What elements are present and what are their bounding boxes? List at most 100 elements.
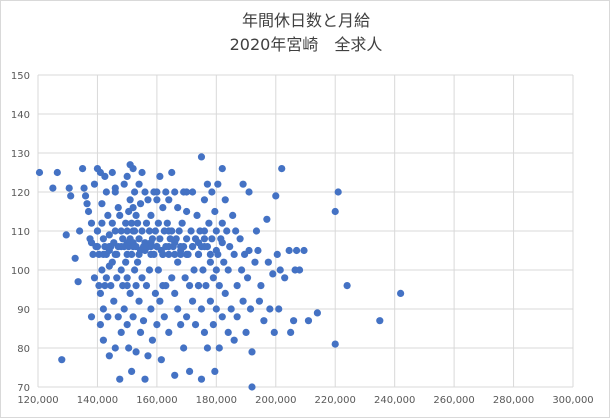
data-point — [246, 305, 255, 313]
data-point — [211, 207, 219, 216]
data-point — [194, 250, 203, 258]
data-point — [130, 266, 139, 274]
data-point — [331, 207, 339, 216]
data-point — [215, 344, 223, 352]
data-point — [233, 313, 241, 321]
data-point — [138, 274, 146, 282]
data-point — [135, 297, 143, 305]
data-point — [135, 180, 143, 188]
data-point — [223, 227, 231, 235]
data-point — [78, 165, 87, 173]
data-point — [123, 239, 131, 247]
data-point — [153, 243, 161, 251]
data-point — [123, 250, 131, 258]
data-point — [190, 266, 198, 274]
data-point — [62, 231, 70, 239]
data-point — [212, 305, 220, 313]
data-point — [203, 344, 212, 352]
data-point — [101, 172, 109, 180]
data-point — [107, 282, 115, 290]
data-point — [165, 243, 173, 251]
data-point — [108, 219, 116, 227]
data-point — [125, 344, 133, 352]
data-point — [239, 180, 247, 188]
data-point — [183, 250, 191, 258]
data-point — [136, 328, 145, 336]
data-point — [200, 196, 209, 204]
data-point — [122, 258, 130, 266]
data-point — [300, 246, 308, 255]
data-point — [156, 235, 164, 243]
data-point — [239, 297, 247, 305]
data-point — [104, 211, 112, 219]
data-point — [111, 250, 119, 258]
data-point — [105, 246, 113, 255]
data-point — [99, 336, 107, 344]
data-point — [242, 328, 250, 336]
data-point — [206, 297, 214, 305]
data-point — [174, 204, 182, 212]
data-point — [159, 204, 167, 212]
data-point — [108, 258, 116, 266]
data-point — [120, 305, 128, 313]
data-point — [171, 239, 179, 247]
data-point — [113, 274, 121, 282]
data-point — [165, 227, 173, 235]
data-point — [153, 196, 161, 204]
data-point — [183, 235, 191, 243]
data-point — [248, 383, 256, 391]
data-point — [49, 184, 57, 192]
data-point — [156, 172, 164, 180]
x-tick-label: 120,000 — [17, 395, 58, 406]
data-point — [180, 344, 188, 352]
x-tick-label: 200,000 — [255, 395, 296, 406]
data-point — [138, 168, 146, 177]
data-point — [218, 165, 226, 173]
data-point — [93, 227, 102, 235]
data-point — [144, 196, 152, 204]
data-point — [188, 188, 197, 196]
data-point — [215, 282, 223, 290]
data-point — [145, 266, 154, 274]
data-point — [188, 297, 197, 305]
y-tick-label: 150 — [11, 71, 30, 82]
data-point — [185, 367, 194, 375]
data-point — [147, 305, 155, 313]
x-tick-label: 220,000 — [315, 395, 356, 406]
data-point — [151, 227, 160, 235]
data-point — [264, 258, 272, 266]
data-point — [135, 250, 143, 258]
data-point — [181, 274, 189, 282]
data-point — [183, 207, 191, 216]
data-point — [35, 168, 44, 177]
data-point — [147, 239, 155, 247]
data-point — [224, 266, 232, 274]
data-point — [263, 215, 271, 223]
data-point — [154, 219, 162, 227]
data-point — [130, 188, 139, 196]
data-point — [108, 168, 116, 177]
data-point — [376, 317, 384, 325]
x-tick-label: 260,000 — [433, 395, 474, 406]
data-point — [117, 328, 125, 336]
data-point — [53, 168, 61, 177]
data-point — [90, 180, 99, 188]
data-point — [171, 250, 179, 258]
data-point — [99, 305, 107, 313]
x-tick-label: 160,000 — [136, 395, 177, 406]
y-tick-label: 70 — [17, 383, 30, 394]
data-point — [128, 219, 136, 227]
data-point — [292, 246, 301, 255]
chart-title-line-2: 2020年宮崎 全求人 — [229, 35, 383, 54]
data-point — [178, 219, 186, 227]
data-point — [117, 266, 125, 274]
data-point — [232, 227, 240, 235]
data-point — [218, 219, 226, 227]
data-point — [233, 282, 241, 290]
data-point — [236, 235, 244, 243]
data-point — [116, 211, 124, 219]
data-point — [208, 235, 216, 243]
data-point — [165, 250, 173, 258]
